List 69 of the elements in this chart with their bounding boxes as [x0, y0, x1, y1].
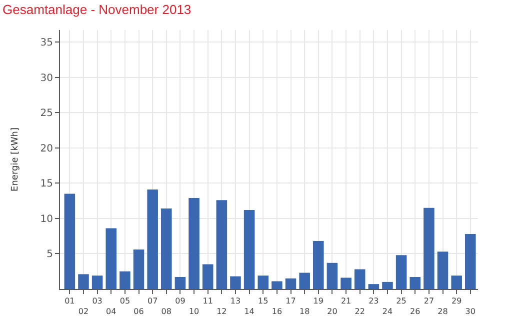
bar	[313, 241, 324, 289]
bar	[64, 194, 76, 289]
x-tick-label: 17	[286, 296, 296, 306]
bar	[133, 249, 144, 289]
bar	[465, 234, 476, 289]
bar	[354, 269, 366, 289]
y-tick-label: 15	[40, 178, 53, 190]
y-tick-label: 30	[40, 72, 53, 84]
x-tick-label: 13	[230, 296, 241, 306]
x-tick-label: 18	[299, 307, 310, 316]
bar	[410, 277, 421, 289]
bar	[451, 276, 462, 289]
bar	[382, 282, 393, 289]
bar	[326, 262, 338, 289]
bar	[285, 278, 296, 289]
x-tick-label: 24	[382, 307, 393, 316]
bar	[161, 208, 172, 289]
y-tick-label: 25	[40, 108, 53, 120]
x-tick-label: 09	[175, 296, 186, 306]
y-tick-label: 10	[40, 214, 53, 225]
x-tick-label: 07	[147, 296, 158, 306]
x-tick-label: 21	[340, 296, 352, 306]
x-tick-label: 23	[368, 296, 379, 306]
y-axis-title: Energie [kWh]	[10, 128, 21, 192]
x-tick-label: 06	[134, 307, 144, 316]
x-tick-label: 10	[188, 307, 200, 316]
y-tick-label: 35	[40, 38, 53, 48]
x-tick-label: 02	[78, 307, 89, 316]
bar	[272, 281, 282, 289]
x-tick-label: 29	[451, 296, 462, 306]
bar	[368, 284, 380, 289]
x-tick-label: 20	[327, 307, 338, 316]
bar	[188, 198, 200, 289]
bar	[174, 277, 186, 289]
x-tick-label: 27	[424, 296, 434, 306]
x-tick-label: 03	[92, 296, 102, 306]
x-tick-label: 05	[120, 296, 130, 306]
x-tick-label: 14	[244, 307, 254, 316]
bar	[202, 264, 214, 289]
x-tick-label: 12	[216, 307, 227, 316]
x-tick-label: 15	[258, 296, 268, 306]
bar	[216, 200, 228, 289]
bar	[424, 208, 434, 289]
x-tick-label: 01	[64, 296, 75, 306]
x-tick-label: 11	[202, 296, 213, 306]
x-tick-label: 04	[106, 307, 116, 316]
x-tick-label: 08	[161, 307, 172, 316]
bar	[258, 276, 269, 289]
bar	[92, 276, 103, 289]
y-tick-label: 5	[46, 249, 53, 260]
x-tick-label: 16	[272, 307, 282, 316]
bar	[230, 276, 241, 289]
x-tick-label: 19	[313, 296, 324, 306]
x-tick-label: 25	[396, 296, 406, 306]
x-tick-label: 30	[465, 307, 476, 316]
bar	[244, 210, 255, 289]
bar	[106, 228, 117, 289]
bar	[340, 278, 352, 289]
bar	[78, 274, 89, 289]
bar	[147, 189, 158, 289]
y-tick-label: 20	[40, 143, 53, 154]
bar	[396, 255, 407, 289]
bar	[299, 272, 310, 289]
bar	[437, 252, 448, 289]
x-tick-label: 28	[438, 307, 448, 316]
bar	[120, 271, 130, 289]
x-tick-label: 22	[354, 307, 365, 316]
chart-title: Gesamtanlage - November 2013	[2, 2, 192, 18]
x-tick-label: 26	[410, 307, 420, 316]
